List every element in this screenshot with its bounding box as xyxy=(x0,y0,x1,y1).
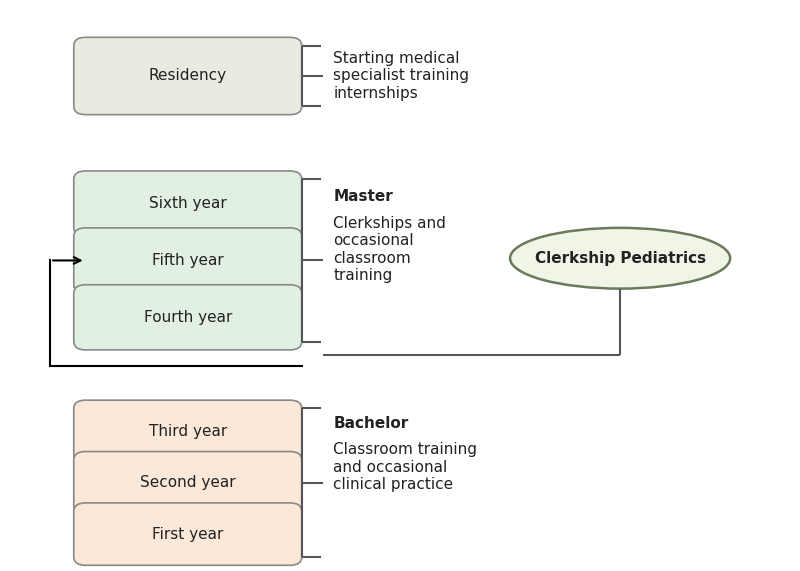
Ellipse shape xyxy=(510,228,730,288)
Text: Master: Master xyxy=(333,189,393,204)
Text: Classroom training
and occasional
clinical practice: Classroom training and occasional clinic… xyxy=(333,442,477,492)
FancyBboxPatch shape xyxy=(74,285,302,350)
FancyBboxPatch shape xyxy=(74,503,302,565)
Text: Residency: Residency xyxy=(149,69,227,83)
FancyBboxPatch shape xyxy=(74,228,302,293)
Text: Clerkships and
occasional
classroom
training: Clerkships and occasional classroom trai… xyxy=(333,216,446,283)
Text: First year: First year xyxy=(152,526,223,541)
Text: Second year: Second year xyxy=(140,475,235,490)
Text: Fourth year: Fourth year xyxy=(143,310,232,325)
Text: Clerkship Pediatrics: Clerkship Pediatrics xyxy=(534,251,706,266)
FancyBboxPatch shape xyxy=(74,452,302,514)
Text: Starting medical
specialist training
internships: Starting medical specialist training int… xyxy=(333,51,469,101)
FancyBboxPatch shape xyxy=(74,400,302,463)
Text: Fifth year: Fifth year xyxy=(152,253,224,268)
Text: Sixth year: Sixth year xyxy=(149,196,226,211)
FancyBboxPatch shape xyxy=(74,37,302,115)
Text: Third year: Third year xyxy=(149,424,227,439)
Text: Bachelor: Bachelor xyxy=(333,416,409,431)
FancyBboxPatch shape xyxy=(74,171,302,236)
